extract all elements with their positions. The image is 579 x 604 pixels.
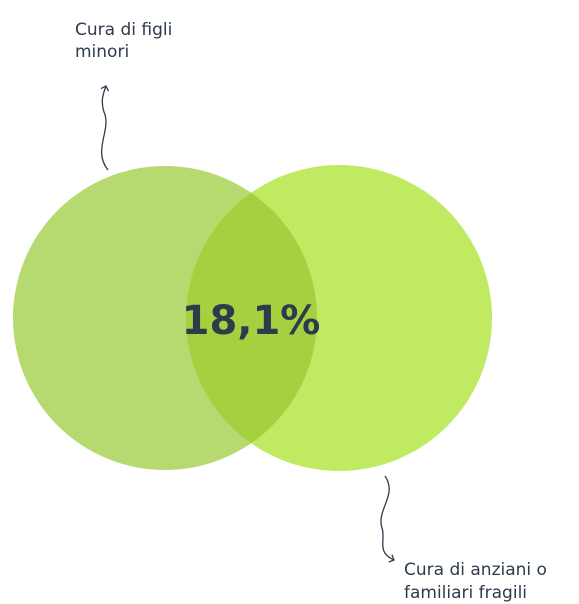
arrow-left (100, 85, 110, 171)
arrow-right (380, 475, 395, 563)
set-label: minori (75, 42, 129, 62)
intersection-value: 18,1% (182, 298, 321, 344)
set-label: familiari fragili (404, 583, 527, 603)
set-label: Cura di figli (75, 20, 172, 40)
set-label: Cura di anziani o (404, 560, 547, 580)
intersection (186, 166, 317, 470)
